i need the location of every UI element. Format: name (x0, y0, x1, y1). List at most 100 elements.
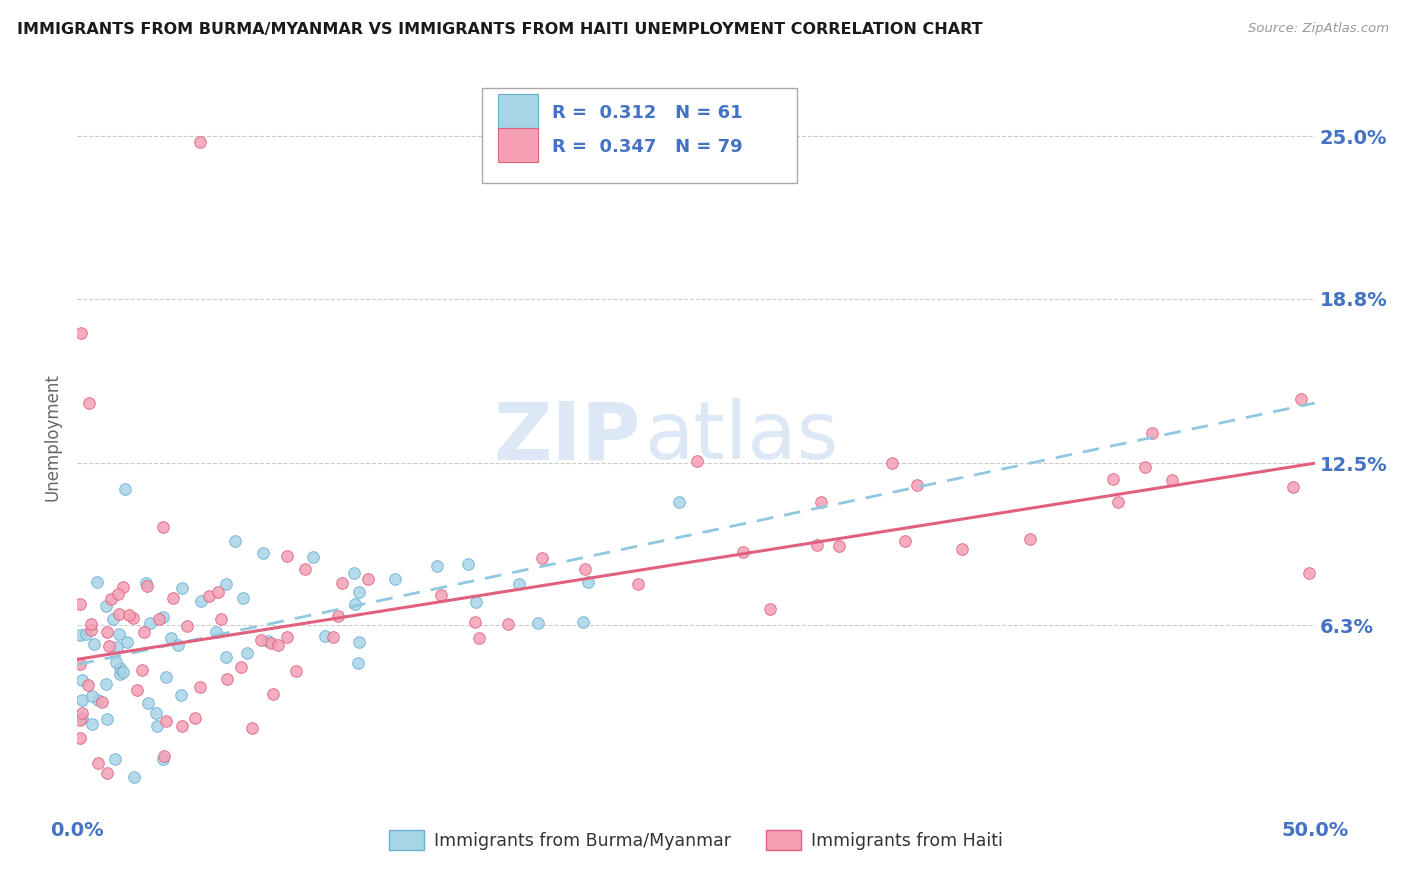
Point (110, 667, 132, 681)
Point (526, 615, 548, 630)
Point (508, 576, 530, 591)
Point (1291, 392, 1313, 407)
Point (285, 664, 308, 678)
Point (170, 581, 193, 595)
Text: IMMIGRANTS FROM BURMA/MYANMAR VS IMMIGRANTS FROM HAITI UNEMPLOYMENT CORRELATION : IMMIGRANTS FROM BURMA/MYANMAR VS IMMIGRA… (17, 22, 983, 37)
Point (139, 615, 162, 630)
Point (82, 716, 104, 731)
FancyBboxPatch shape (498, 128, 537, 161)
Point (122, 770, 145, 784)
Point (96, 712, 118, 726)
Point (103, 752, 125, 766)
Point (100, 592, 122, 607)
Point (232, 591, 254, 605)
Point (276, 549, 298, 563)
Point (97, 639, 120, 653)
Point (627, 576, 650, 591)
Point (347, 634, 370, 648)
Point (131, 663, 153, 677)
Point (69, 597, 91, 611)
Point (302, 549, 325, 564)
Point (83, 638, 105, 652)
Point (733, 545, 755, 559)
Point (107, 640, 129, 654)
Point (155, 714, 177, 729)
Point (882, 456, 904, 470)
Point (108, 627, 131, 641)
Point (1133, 460, 1156, 475)
Point (118, 607, 141, 622)
Point (215, 672, 238, 686)
Point (330, 576, 353, 591)
Point (905, 478, 928, 492)
Point (357, 572, 380, 586)
Point (198, 590, 221, 604)
Point (759, 602, 782, 616)
Point (576, 574, 599, 589)
Point (70, 692, 93, 706)
Point (806, 538, 828, 552)
Point (262, 687, 284, 701)
Point (145, 706, 167, 720)
Point (328, 608, 350, 623)
Point (69, 657, 91, 672)
Point (115, 635, 138, 649)
Point (257, 633, 280, 648)
Point (152, 520, 174, 534)
Point (152, 609, 174, 624)
Point (96, 625, 118, 640)
Point (69, 326, 91, 340)
Point (894, 533, 917, 548)
Point (828, 539, 851, 553)
Point (70, 673, 93, 687)
Point (207, 584, 229, 599)
Point (294, 562, 316, 576)
Point (136, 696, 159, 710)
Point (425, 559, 447, 574)
Point (464, 615, 486, 629)
Point (950, 541, 973, 556)
Point (148, 612, 170, 626)
Point (468, 632, 491, 646)
Point (167, 638, 190, 652)
Point (70, 706, 93, 720)
Point (184, 711, 207, 725)
Point (172, 718, 194, 732)
Point (190, 594, 212, 608)
Point (146, 719, 169, 733)
Y-axis label: Unemployment: Unemployment (44, 373, 62, 501)
Point (188, 135, 211, 149)
Point (224, 533, 246, 548)
Point (236, 646, 259, 660)
Point (215, 650, 238, 665)
Point (347, 656, 370, 670)
Point (135, 575, 157, 590)
Point (215, 577, 238, 591)
Point (1142, 425, 1164, 440)
Point (531, 551, 554, 566)
Point (96, 765, 118, 780)
Point (155, 670, 177, 684)
Point (1161, 473, 1184, 487)
Point (87, 756, 110, 770)
Point (152, 752, 174, 766)
Point (252, 546, 274, 560)
Point (69, 627, 91, 641)
Point (108, 660, 131, 674)
Text: R =  0.347   N = 79: R = 0.347 N = 79 (553, 137, 742, 156)
Point (229, 660, 252, 674)
Point (90, 695, 112, 709)
Text: R =  0.312   N = 61: R = 0.312 N = 61 (553, 103, 742, 121)
FancyBboxPatch shape (498, 95, 537, 128)
FancyBboxPatch shape (482, 88, 797, 183)
Point (457, 557, 479, 571)
Point (136, 579, 159, 593)
Point (205, 625, 228, 640)
Point (209, 612, 232, 626)
Point (107, 607, 129, 622)
Point (344, 597, 367, 611)
Point (668, 494, 690, 508)
Point (1018, 532, 1040, 546)
Point (94, 677, 117, 691)
Point (810, 495, 832, 509)
